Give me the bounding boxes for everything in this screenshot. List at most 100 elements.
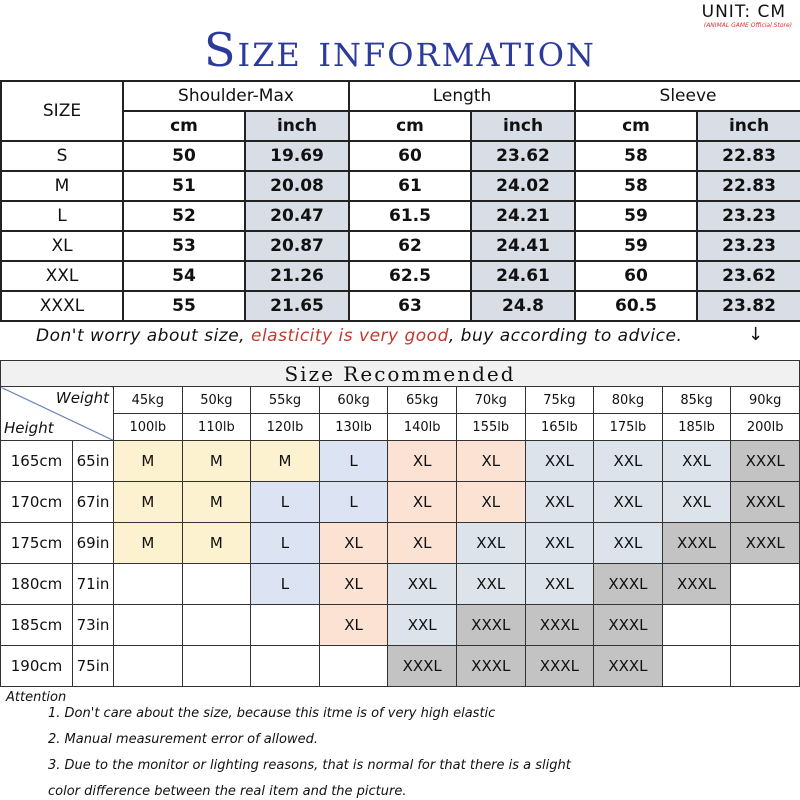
- measure-cell: 24.41: [469, 230, 577, 262]
- unit-header-cm: cm: [574, 110, 699, 142]
- recommended-size-cell: XXL: [593, 440, 663, 482]
- recommended-size-cell: XXL: [455, 563, 526, 605]
- height-cm-cell: 190cm: [0, 645, 73, 687]
- size-cell: L: [0, 200, 124, 232]
- arrow-down-icon: ↓: [748, 324, 764, 345]
- weight-lb-header: 130lb: [318, 413, 389, 441]
- table-row: M 51 20.08 61 24.02 58 22.83: [0, 170, 800, 202]
- weight-kg-header: 55kg: [250, 386, 320, 414]
- recommended-size-cell: XXL: [387, 563, 457, 605]
- measure-cell: 61: [348, 170, 472, 202]
- weight-kg-header: 50kg: [181, 386, 252, 414]
- table-row: XXL 54 21.26 62.5 24.61 60 23.62: [0, 260, 800, 292]
- table-row: XXXL 55 21.65 63 24.8 60.5 23.82: [0, 290, 800, 322]
- recommended-size-cell: XXL: [524, 563, 595, 605]
- height-cm-cell: 175cm: [0, 522, 73, 564]
- recommended-size-cell: XL: [318, 604, 389, 646]
- recommended-size-cell: XXXL: [455, 645, 526, 687]
- note-text: Don't worry about size,: [36, 326, 251, 346]
- unit-label: UNIT: CM: [701, 2, 786, 22]
- recommended-size-cell: XXL: [593, 522, 663, 564]
- group-header: Length: [347, 80, 577, 112]
- recommended-size-cell: L: [250, 563, 320, 605]
- weight-kg-header: 85kg: [661, 386, 732, 414]
- measure-cell: 23.82: [696, 290, 800, 322]
- height-in-cell: 65in: [72, 440, 114, 482]
- recommended-size-cell: L: [318, 440, 389, 482]
- store-label: (ANIMAL GAME Official Store): [703, 22, 792, 29]
- attention-label: Attention: [6, 690, 67, 705]
- weight-kg-header: 65kg: [387, 386, 457, 414]
- measure-cell: 22.83: [696, 140, 800, 172]
- weight-label: Weight: [55, 389, 109, 407]
- recommended-size-cell: XXXL: [455, 604, 526, 646]
- measure-cell: 60.5: [574, 290, 699, 322]
- weight-kg-header: 70kg: [455, 386, 526, 414]
- recommended-size-cell: [250, 645, 320, 687]
- size-header: SIZE: [0, 80, 124, 142]
- recommended-size-cell: M: [181, 522, 252, 564]
- attention-item: color difference between the real item a…: [48, 784, 407, 799]
- measure-cell: 62.5: [348, 260, 472, 292]
- size-cell: S: [0, 140, 124, 172]
- recommended-size-cell: [318, 645, 389, 687]
- measure-cell: 20.08: [244, 170, 350, 202]
- weight-height-header: Weight Height: [0, 386, 114, 441]
- measure-cell: 23.62: [696, 260, 800, 292]
- weight-lb-header: 175lb: [593, 413, 663, 441]
- weight-lb-header: 140lb: [387, 413, 457, 441]
- recommended-size-cell: [181, 604, 252, 646]
- weight-kg-header: 75kg: [524, 386, 595, 414]
- weight-lb-header: 185lb: [661, 413, 732, 441]
- unit-header-inch: inch: [244, 110, 350, 142]
- measure-cell: 20.47: [244, 200, 350, 232]
- size-cell: XL: [0, 230, 124, 262]
- measure-cell: 21.26: [244, 260, 350, 292]
- recommended-size-cell: XXXL: [593, 604, 663, 646]
- recommended-size-cell: XL: [455, 481, 526, 523]
- measure-cell: 23.62: [469, 140, 577, 172]
- size-cell: M: [0, 170, 124, 202]
- recommended-size-cell: [730, 563, 800, 605]
- measure-cell: 53: [122, 230, 246, 262]
- recommended-size-cell: XL: [387, 440, 457, 482]
- size-table: SIZE Shoulder-Max Length Sleeve cm inch cm…: [0, 80, 800, 322]
- unit-header-inch: inch: [696, 110, 800, 142]
- measure-cell: 22.83: [696, 170, 800, 202]
- size-cell: XXXL: [0, 290, 124, 322]
- height-cm-cell: 180cm: [0, 563, 73, 605]
- recommended-size-cell: [661, 604, 732, 646]
- table-row: 175cm 69in M M L XL XL XXL XXL XXL XXXL XXXL: [0, 522, 800, 564]
- attention-item: 1. Don't care about the size, because th…: [48, 706, 496, 721]
- attention-item: 3. Due to the monitor or lighting reason…: [48, 758, 571, 773]
- recommended-size-cell: XL: [387, 481, 457, 523]
- recommended-size-cell: XXL: [661, 481, 732, 523]
- table-row: 190cm 75in XXXL XXXL XXXL XXXL: [0, 645, 800, 687]
- measure-cell: 24.02: [469, 170, 577, 202]
- recommended-size-cell: XXL: [455, 522, 526, 564]
- recommended-size-cell: XXL: [593, 481, 663, 523]
- measure-cell: 61.5: [348, 200, 472, 232]
- height-in-cell: 73in: [72, 604, 114, 646]
- recommended-size-cell: XL: [318, 522, 389, 564]
- unit-header-cm: cm: [348, 110, 472, 142]
- recommended-size-cell: XXL: [387, 604, 457, 646]
- recommended-size-cell: XXXL: [524, 604, 595, 646]
- recommended-size-cell: XXL: [524, 481, 595, 523]
- recommended-size-cell: XXXL: [593, 645, 663, 687]
- recommended-size-cell: XXXL: [661, 563, 732, 605]
- measure-cell: 63: [348, 290, 472, 322]
- recommend-title: Size Recommended: [0, 360, 800, 387]
- measure-cell: 21.65: [244, 290, 350, 322]
- measure-cell: 60: [574, 260, 699, 292]
- measure-cell: 24.61: [469, 260, 577, 292]
- group-header: Shoulder-Max: [122, 80, 350, 112]
- size-recommend-table: Size Recommended Weight Height 45kg 50kg 55k…: [0, 360, 800, 687]
- weight-lb-header: 110lb: [181, 413, 252, 441]
- recommended-size-cell: XXL: [524, 522, 595, 564]
- group-header: Sleeve: [574, 80, 800, 112]
- recommended-size-cell: XXL: [661, 440, 732, 482]
- recommended-size-cell: L: [318, 481, 389, 523]
- recommended-size-cell: M: [181, 481, 252, 523]
- recommended-size-cell: XXXL: [730, 440, 800, 482]
